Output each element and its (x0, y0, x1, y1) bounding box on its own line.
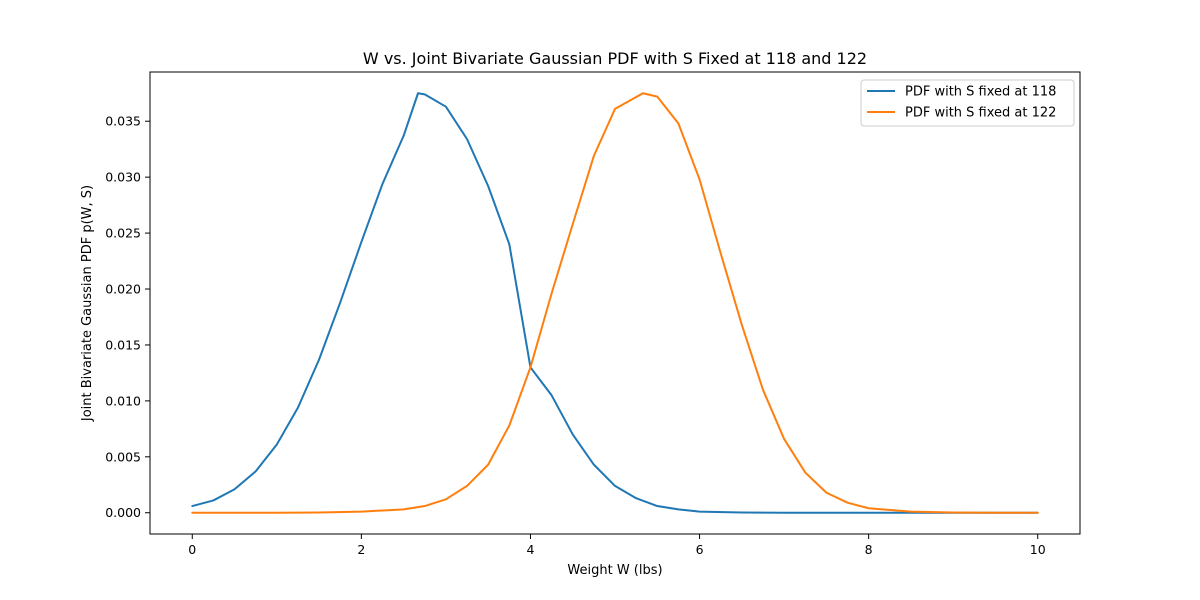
legend-box (860, 79, 1075, 127)
x-axis: 0 2 4 6 8 10 (188, 534, 1046, 557)
x-tick-label: 6 (696, 542, 704, 557)
x-axis-label: Weight W (lbs) (567, 563, 662, 578)
y-tick-label: 0.010 (105, 393, 141, 408)
series-line-1 (191, 92, 1039, 514)
x-tick-label: 10 (1030, 542, 1046, 557)
legend: PDF with S fixed at 118 PDF with S fixed … (860, 79, 1075, 127)
series-line-2 (191, 92, 1039, 514)
chart-title: W vs. Joint Bivariate Gaussian PDF with … (363, 49, 867, 68)
legend-label-1: PDF with S fixed at 118 (905, 85, 1056, 100)
y-tick-label: 0.005 (105, 449, 141, 464)
series-layer (191, 92, 1039, 514)
y-axis-label: Joint Bivariate Gaussian PDF p(W, S) (80, 185, 95, 422)
y-tick-label: 0.035 (105, 114, 141, 129)
x-tick-label: 2 (357, 542, 365, 557)
y-tick-label: 0.000 (105, 505, 141, 520)
y-tick-label: 0.025 (105, 226, 141, 241)
plot-frame (149, 71, 1081, 535)
x-tick-label: 0 (188, 542, 196, 557)
legend-label-2: PDF with S fixed at 122 (905, 106, 1056, 121)
y-tick-label: 0.030 (105, 170, 141, 185)
y-axis: 0.000 0.005 0.010 0.015 0.020 0.025 0.030 0.035 (105, 114, 150, 520)
y-tick-label: 0.015 (105, 337, 141, 352)
x-tick-label: 8 (865, 542, 873, 557)
y-tick-label: 0.020 (105, 282, 141, 297)
x-tick-label: 4 (526, 542, 534, 557)
